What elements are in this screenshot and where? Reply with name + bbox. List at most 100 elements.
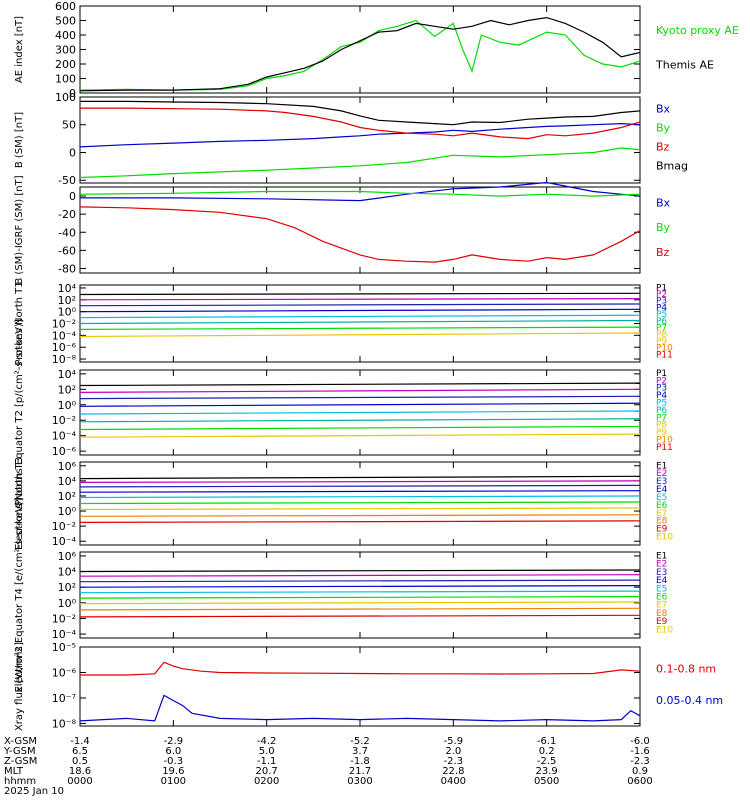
series-line <box>79 319 641 325</box>
y-axis-label: B (SM) [nT] <box>14 112 25 168</box>
y-tick-label: 600 <box>55 0 76 13</box>
orbit-value: -2.3 <box>630 756 650 767</box>
series-line <box>79 326 641 330</box>
orbit-value: 18.6 <box>69 766 91 777</box>
panel-bigrf: -80 -60 -40 -20 0 B (SM)-IGRF (SM) [nT] Bx By Bz <box>14 175 671 284</box>
series-line <box>79 520 641 524</box>
legend-entry: E6 <box>656 593 668 603</box>
y-axis-label: Electrons Equator T4 [e/(cm²-s-sr-keV)] <box>14 497 25 692</box>
orbit-value: 22.8 <box>442 766 464 777</box>
orbit-value: 2.0 <box>445 746 461 757</box>
orbit-row-label: MLT <box>4 766 24 777</box>
series-line <box>79 507 641 511</box>
series-line <box>79 433 641 438</box>
series-line <box>79 490 641 493</box>
legend-entry: E10 <box>656 625 673 635</box>
orbit-row-label: Z-GSM <box>4 756 37 767</box>
y-axis-label: B (SM)-IGRF (SM) [nT] <box>14 175 25 284</box>
y-tick-label: 10² <box>58 294 76 307</box>
series-line <box>79 314 641 319</box>
y-tick-label: 10⁻⁸ <box>52 353 77 366</box>
orbit-value: 0100 <box>161 776 186 787</box>
y-tick-label: 10⁴ <box>58 475 77 488</box>
y-tick-label: 10⁻⁶ <box>52 666 77 679</box>
y-tick-label: 10⁴ <box>58 282 77 295</box>
legend-entry: P4 <box>656 303 667 313</box>
series-line <box>79 614 641 618</box>
series-line <box>79 332 641 338</box>
legend-entry: E2 <box>656 560 667 570</box>
y-axis-label: Xray flux [W/m²2] <box>14 642 25 731</box>
orbit-value: -1.1 <box>257 756 277 767</box>
series-line <box>79 303 641 307</box>
orbit-value: -1.8 <box>350 756 370 767</box>
legend-entry: E4 <box>656 576 668 586</box>
series-line <box>80 107 641 140</box>
orbit-value: 0.5 <box>72 756 88 767</box>
y-tick-label: 10⁻⁴ <box>52 329 77 342</box>
orbit-value: 0400 <box>441 776 466 787</box>
legend-entry: P6 <box>656 406 667 416</box>
y-tick-label: 10⁻⁶ <box>52 445 77 458</box>
legend-entry: E4 <box>656 485 668 495</box>
orbit-value: -6.1 <box>537 736 557 747</box>
panel-en: 10⁻⁴ 10⁻² 10⁰ 10² 10⁴ 10⁶ Electrons North T3 E1… <box>14 457 673 550</box>
y-tick-label: 10⁶ <box>58 550 77 563</box>
y-tick-label: 10⁴ <box>58 368 77 381</box>
orbit-value: -2.9 <box>164 736 184 747</box>
legend-entry: P2 <box>656 376 667 386</box>
legend-entry: E3 <box>656 477 667 487</box>
series-line <box>79 574 641 577</box>
legend-entry: E6 <box>656 501 668 511</box>
series-line <box>79 402 641 407</box>
legend-entry: E9 <box>656 617 668 627</box>
orbit-value: 23.9 <box>536 766 558 777</box>
orbit-row-label: hhmm <box>4 776 36 787</box>
panel-bsm: -50 0 50 100 B (SM) [nT] Bx By Bz Bmag <box>14 91 688 187</box>
legend-entry: 0.05-0.4 nm <box>656 694 723 707</box>
series-line <box>79 484 641 488</box>
panel-frame <box>79 551 641 639</box>
series-line <box>79 569 641 573</box>
y-tick-label: -60 <box>58 244 76 257</box>
y-tick-label: 10⁻² <box>52 612 76 625</box>
y-tick-label: 50 <box>62 119 76 132</box>
series-line <box>79 19 641 91</box>
y-tick-label: 10⁻⁴ <box>52 628 77 641</box>
y-tick-label: 10⁻² <box>52 414 76 427</box>
series-line <box>79 395 641 400</box>
y-tick-label: 10⁻⁷ <box>52 692 76 705</box>
series-line <box>79 425 641 431</box>
y-tick-label: 0 <box>69 87 76 100</box>
series-line <box>79 388 641 393</box>
panel-frame <box>79 646 641 727</box>
y-tick-label: 200 <box>55 58 76 71</box>
legend-entry: Bz <box>656 246 670 259</box>
series-line <box>79 190 641 197</box>
y-tick-label: 400 <box>55 29 76 42</box>
y-tick-label: 10² <box>58 383 76 396</box>
series-line <box>79 694 641 722</box>
series-line <box>79 308 641 313</box>
y-tick-label: 10² <box>58 581 76 594</box>
legend-entry: Bx <box>656 102 671 115</box>
legend-entry: P7 <box>656 413 667 423</box>
orbit-value: -5.2 <box>350 736 370 747</box>
legend-entry: E8 <box>656 609 668 619</box>
y-axis-label: Protons North T1 <box>14 281 25 365</box>
y-axis-label: Electrons North T3 <box>14 457 25 550</box>
panel-frame <box>79 96 641 184</box>
series-line <box>79 16 641 92</box>
series-line <box>79 475 641 480</box>
orbit-value: 19.6 <box>162 766 184 777</box>
orbit-value: -5.9 <box>444 736 464 747</box>
legend-entry: P5 <box>656 310 667 320</box>
legend-entry: E5 <box>656 584 667 594</box>
series-line <box>79 410 641 415</box>
series-line <box>79 122 641 148</box>
legend-entry: E2 <box>656 469 667 479</box>
series-line <box>79 418 641 423</box>
